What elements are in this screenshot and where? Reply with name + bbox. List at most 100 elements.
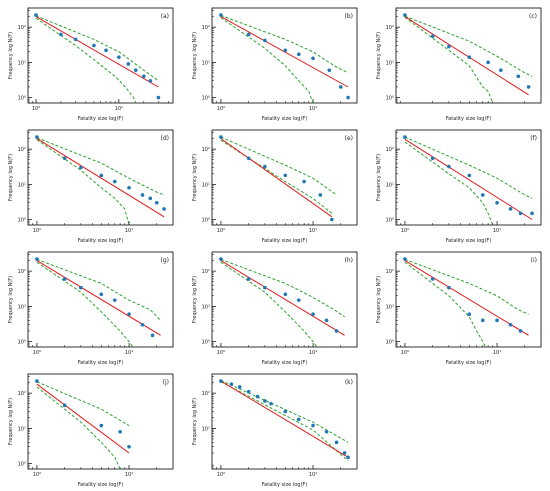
y-axis-label: Frequency log N(F) [8, 398, 14, 445]
plot-frame [27, 373, 174, 470]
y-tick-label: 10⁰ [18, 218, 26, 224]
ci-upper-line [220, 379, 349, 443]
y-tick-label: 10¹ [386, 60, 394, 66]
chart-panel: 10⁰ 10¹ 10⁰ 10¹ 10² Fatality size log(F) Frequ… [8, 129, 174, 244]
ci-upper-line [404, 136, 533, 199]
plot-frame [211, 373, 358, 470]
x-tick-label: 10⁰ [217, 472, 225, 478]
ci-lower-line [404, 141, 494, 226]
y-axis-label: Frequency log N(F) [376, 276, 382, 323]
y-tick-label: 10² [18, 147, 26, 153]
x-axis-label: Fatality size log(F) [78, 238, 124, 244]
data-point [104, 48, 108, 53]
y-tick-label: 10¹ [202, 426, 210, 432]
data-point [338, 85, 343, 89]
plot-frame [27, 7, 174, 104]
data-point [59, 32, 63, 37]
y-tick-label: 10² [386, 25, 394, 31]
x-tick-label: 10⁰ [217, 228, 225, 234]
data-point [283, 409, 288, 414]
data-point [140, 322, 145, 327]
x-tick-label: 10⁰ [33, 228, 41, 234]
data-point [486, 60, 490, 65]
data-point [311, 423, 315, 428]
fit-line [404, 16, 529, 96]
panel-label: (b) [345, 13, 354, 20]
x-tick-label: 10¹ [309, 472, 317, 478]
ci-upper-line [220, 258, 345, 318]
data-point [346, 455, 350, 460]
chart-panel: 10⁰ 10¹ 10⁰ 10¹ 10² Fatality size log(F) Frequ… [8, 373, 174, 488]
data-point [148, 196, 153, 201]
data-point [35, 379, 39, 383]
plot-frame [211, 7, 358, 104]
data-point [246, 32, 251, 37]
data-point [62, 403, 67, 408]
plot-frame [395, 7, 542, 104]
y-tick-label: 10⁰ [18, 96, 26, 102]
x-axis-label: Fatality size log(F) [446, 116, 492, 122]
ci-upper-line [35, 15, 159, 82]
fit-line [220, 260, 345, 336]
fit-line [220, 138, 333, 218]
data-point [342, 451, 347, 455]
data-point [112, 179, 117, 184]
chart-panel: 10⁰ 10¹ 10⁰ 10¹ 10² Fatality size log(F) Frequ… [376, 129, 542, 244]
y-tick-label: 10¹ [18, 60, 26, 66]
ci-upper-line [36, 381, 130, 427]
fit-line [404, 260, 529, 336]
data-point [73, 37, 78, 42]
data-point [530, 211, 534, 216]
x-tick-label: 10⁰ [33, 350, 41, 356]
data-point [92, 43, 96, 48]
ci-upper-line [220, 14, 349, 74]
fit-line [404, 138, 533, 220]
ci-lower-line [36, 261, 134, 348]
data-point [447, 164, 451, 169]
panel-label: (a) [161, 13, 169, 20]
y-tick-label: 10¹ [18, 426, 26, 432]
plot-frame [395, 129, 542, 226]
plot-frame [211, 251, 358, 348]
y-tick-label: 10² [18, 25, 26, 31]
data-point [508, 322, 513, 327]
panel-label: (g) [161, 257, 170, 264]
data-point [127, 312, 131, 316]
x-axis-label: Fatality size log(F) [446, 238, 492, 244]
x-tick-label: 10¹ [125, 472, 133, 478]
ci-upper-line [404, 258, 529, 315]
data-point [283, 48, 288, 53]
y-tick-label: 10² [18, 391, 26, 397]
data-point [346, 95, 350, 100]
data-point [148, 78, 153, 83]
y-tick-label: 10⁰ [386, 96, 394, 102]
y-axis-label: Frequency log N(F) [376, 154, 382, 201]
data-point [467, 55, 472, 60]
x-axis-label: Fatality size log(F) [262, 238, 308, 244]
y-tick-label: 10¹ [202, 60, 210, 66]
data-point [311, 312, 315, 316]
data-point [430, 156, 435, 161]
chart-panel: 10⁰ 10¹ 10⁰ 10¹ 10² Fatality size log(F) Frequ… [192, 129, 358, 244]
panel-label: (h) [345, 257, 353, 264]
y-axis-label: Frequency log N(F) [192, 276, 198, 323]
data-point [142, 74, 146, 79]
y-tick-label: 10² [202, 391, 210, 397]
data-point [62, 277, 67, 281]
data-point [447, 285, 451, 290]
data-point [126, 62, 131, 66]
data-point [311, 56, 315, 61]
fit-line [36, 138, 165, 218]
data-point [112, 298, 117, 302]
x-tick-label: 10¹ [493, 228, 501, 234]
ci-upper-line [36, 137, 165, 196]
chart-panel: 10⁰ 10¹ 10⁰ 10¹ 10² Fatality size log(F) Frequ… [192, 251, 358, 366]
data-point [403, 257, 407, 261]
y-axis-label: Frequency log N(F) [8, 32, 14, 79]
panel-label: (j) [163, 379, 169, 386]
y-tick-label: 10¹ [202, 304, 210, 310]
x-axis-label: Fatality size log(F) [78, 360, 124, 366]
x-tick-label: 10⁰ [217, 106, 225, 112]
x-axis-label: Fatality size log(F) [262, 482, 308, 488]
y-tick-label: 10⁰ [202, 340, 210, 346]
